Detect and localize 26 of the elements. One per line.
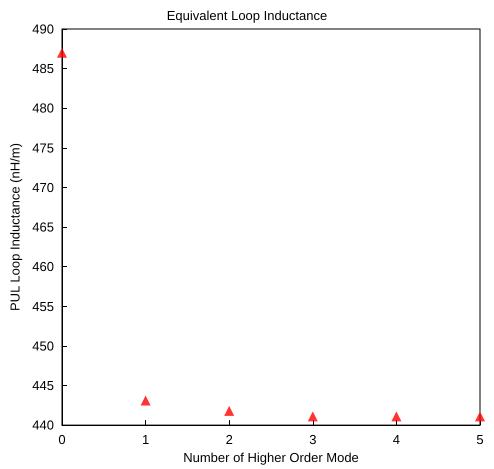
y-tick-label: 490 (32, 22, 54, 36)
x-tick-label: 2 (226, 432, 233, 448)
y-tick-label: 455 (32, 298, 54, 314)
y-tick-label: 480 (32, 100, 54, 116)
y-tick-label: 470 (32, 180, 54, 195)
y-tick-label: 445 (32, 378, 54, 393)
point (57, 48, 67, 58)
y-tick-label: 440 (32, 418, 54, 433)
x-tick-label: 1 (142, 432, 150, 448)
x-tick-label: 5 (476, 432, 484, 448)
chart-title: Equivalent Loop Inductance (166, 8, 328, 23)
y-tick-label: 450 (32, 338, 54, 354)
point (308, 411, 318, 422)
x-tick-label: 3 (309, 432, 316, 448)
point (224, 406, 234, 416)
x-axis-title: Number of Higher Order Mode (183, 450, 359, 465)
y-tick-label: 475 (32, 140, 54, 156)
y-axis-title: PUL Loop Inductance (nH/m) (7, 143, 22, 311)
x-tick-label: 0 (58, 432, 66, 448)
x-tick-label: 4 (392, 432, 400, 448)
point (140, 396, 151, 406)
y-tick-label: 485 (32, 61, 54, 76)
y-tick-label: 460 (32, 259, 54, 274)
point (475, 411, 485, 422)
y-tick-label: 465 (32, 220, 54, 235)
point (391, 411, 402, 422)
